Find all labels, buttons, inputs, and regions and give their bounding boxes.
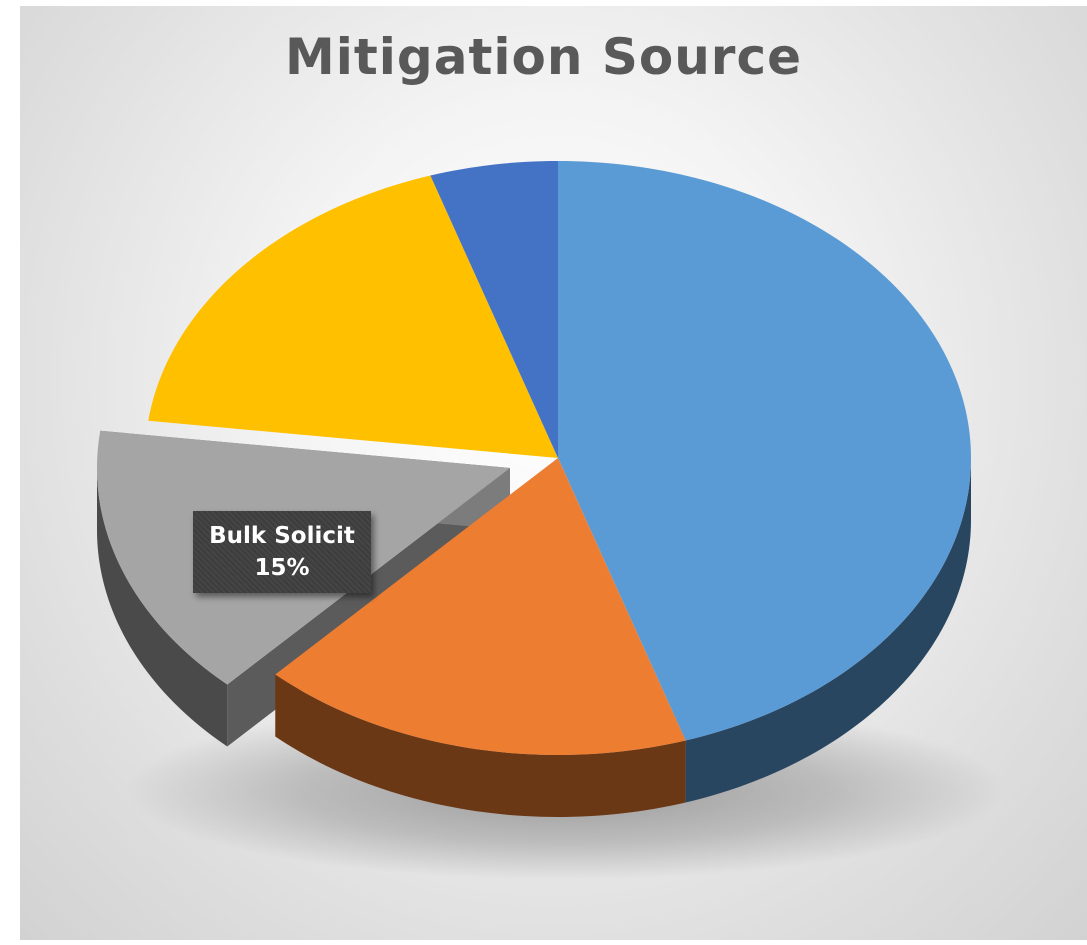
- slice-4-top: [430, 161, 558, 458]
- slice-2-side: [97, 468, 228, 747]
- data-label-name: Bulk Solicit: [209, 523, 355, 549]
- slice-0-top: [558, 161, 971, 741]
- slice-1-side: [275, 674, 686, 817]
- data-label-value: 15%: [254, 555, 310, 581]
- data-label-bulk-solicit: Bulk Solicit 15%: [193, 511, 371, 593]
- chart-title: Mitigation Source: [284, 28, 803, 86]
- slice-1-top: [275, 458, 686, 755]
- slice-0-side: [685, 458, 971, 803]
- slice-3-top: [148, 175, 558, 459]
